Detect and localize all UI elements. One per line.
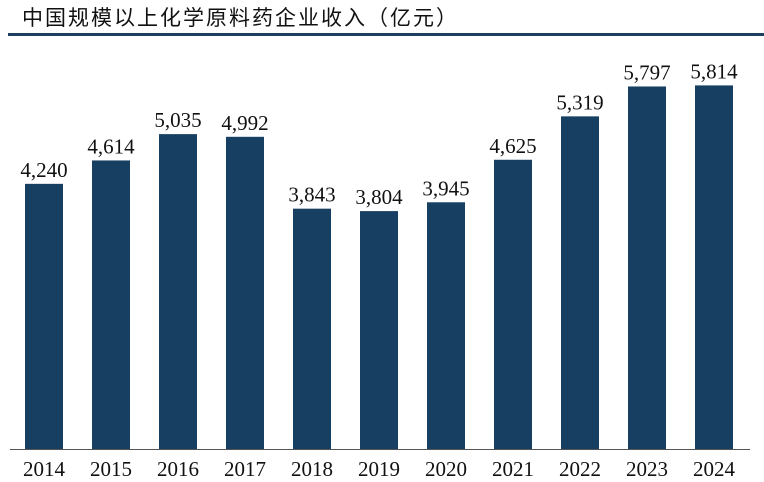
data-label-2014: 4,240 <box>20 158 67 182</box>
data-label-2019: 3,804 <box>355 185 403 209</box>
bar-2017 <box>226 136 264 450</box>
title-divider <box>8 33 764 36</box>
x-tick-label-2014: 2014 <box>23 457 66 481</box>
chart-title: 中国规模以上化学原料药企业收入（亿元） <box>22 6 459 30</box>
bar-2016 <box>159 134 197 449</box>
x-tick-label-2024: 2024 <box>693 457 736 481</box>
data-label-2022: 5,319 <box>556 90 603 114</box>
data-label-2020: 3,945 <box>422 176 469 200</box>
data-label-2017: 4,992 <box>221 111 268 135</box>
bar-2023 <box>628 86 666 450</box>
data-label-2015: 4,614 <box>87 134 135 158</box>
bar-2014 <box>25 183 63 449</box>
x-tick-label-2022: 2022 <box>559 457 601 481</box>
x-tick-label-2018: 2018 <box>291 457 333 481</box>
x-tick-label-2019: 2019 <box>358 457 400 481</box>
x-tick-label-2021: 2021 <box>492 457 534 481</box>
data-label-2016: 5,035 <box>154 108 201 132</box>
x-tick-label-2017: 2017 <box>224 457 266 481</box>
data-label-2021: 4,625 <box>489 134 536 158</box>
x-tick-label-2016: 2016 <box>157 457 199 481</box>
x-tick-label-2023: 2023 <box>626 457 668 481</box>
bar-2015 <box>92 160 130 450</box>
bar-2024 <box>695 85 733 449</box>
bar-2019 <box>360 211 398 449</box>
bar-2018 <box>293 208 331 449</box>
x-tick-label-2020: 2020 <box>425 457 467 481</box>
x-tick-label-2015: 2015 <box>90 457 132 481</box>
bar-2021 <box>494 159 532 450</box>
data-label-2023: 5,797 <box>623 60 670 84</box>
bar-2020 <box>427 202 465 449</box>
data-label-2018: 3,843 <box>288 183 335 207</box>
data-label-2024: 5,814 <box>690 59 738 83</box>
bar-2022 <box>561 116 599 449</box>
